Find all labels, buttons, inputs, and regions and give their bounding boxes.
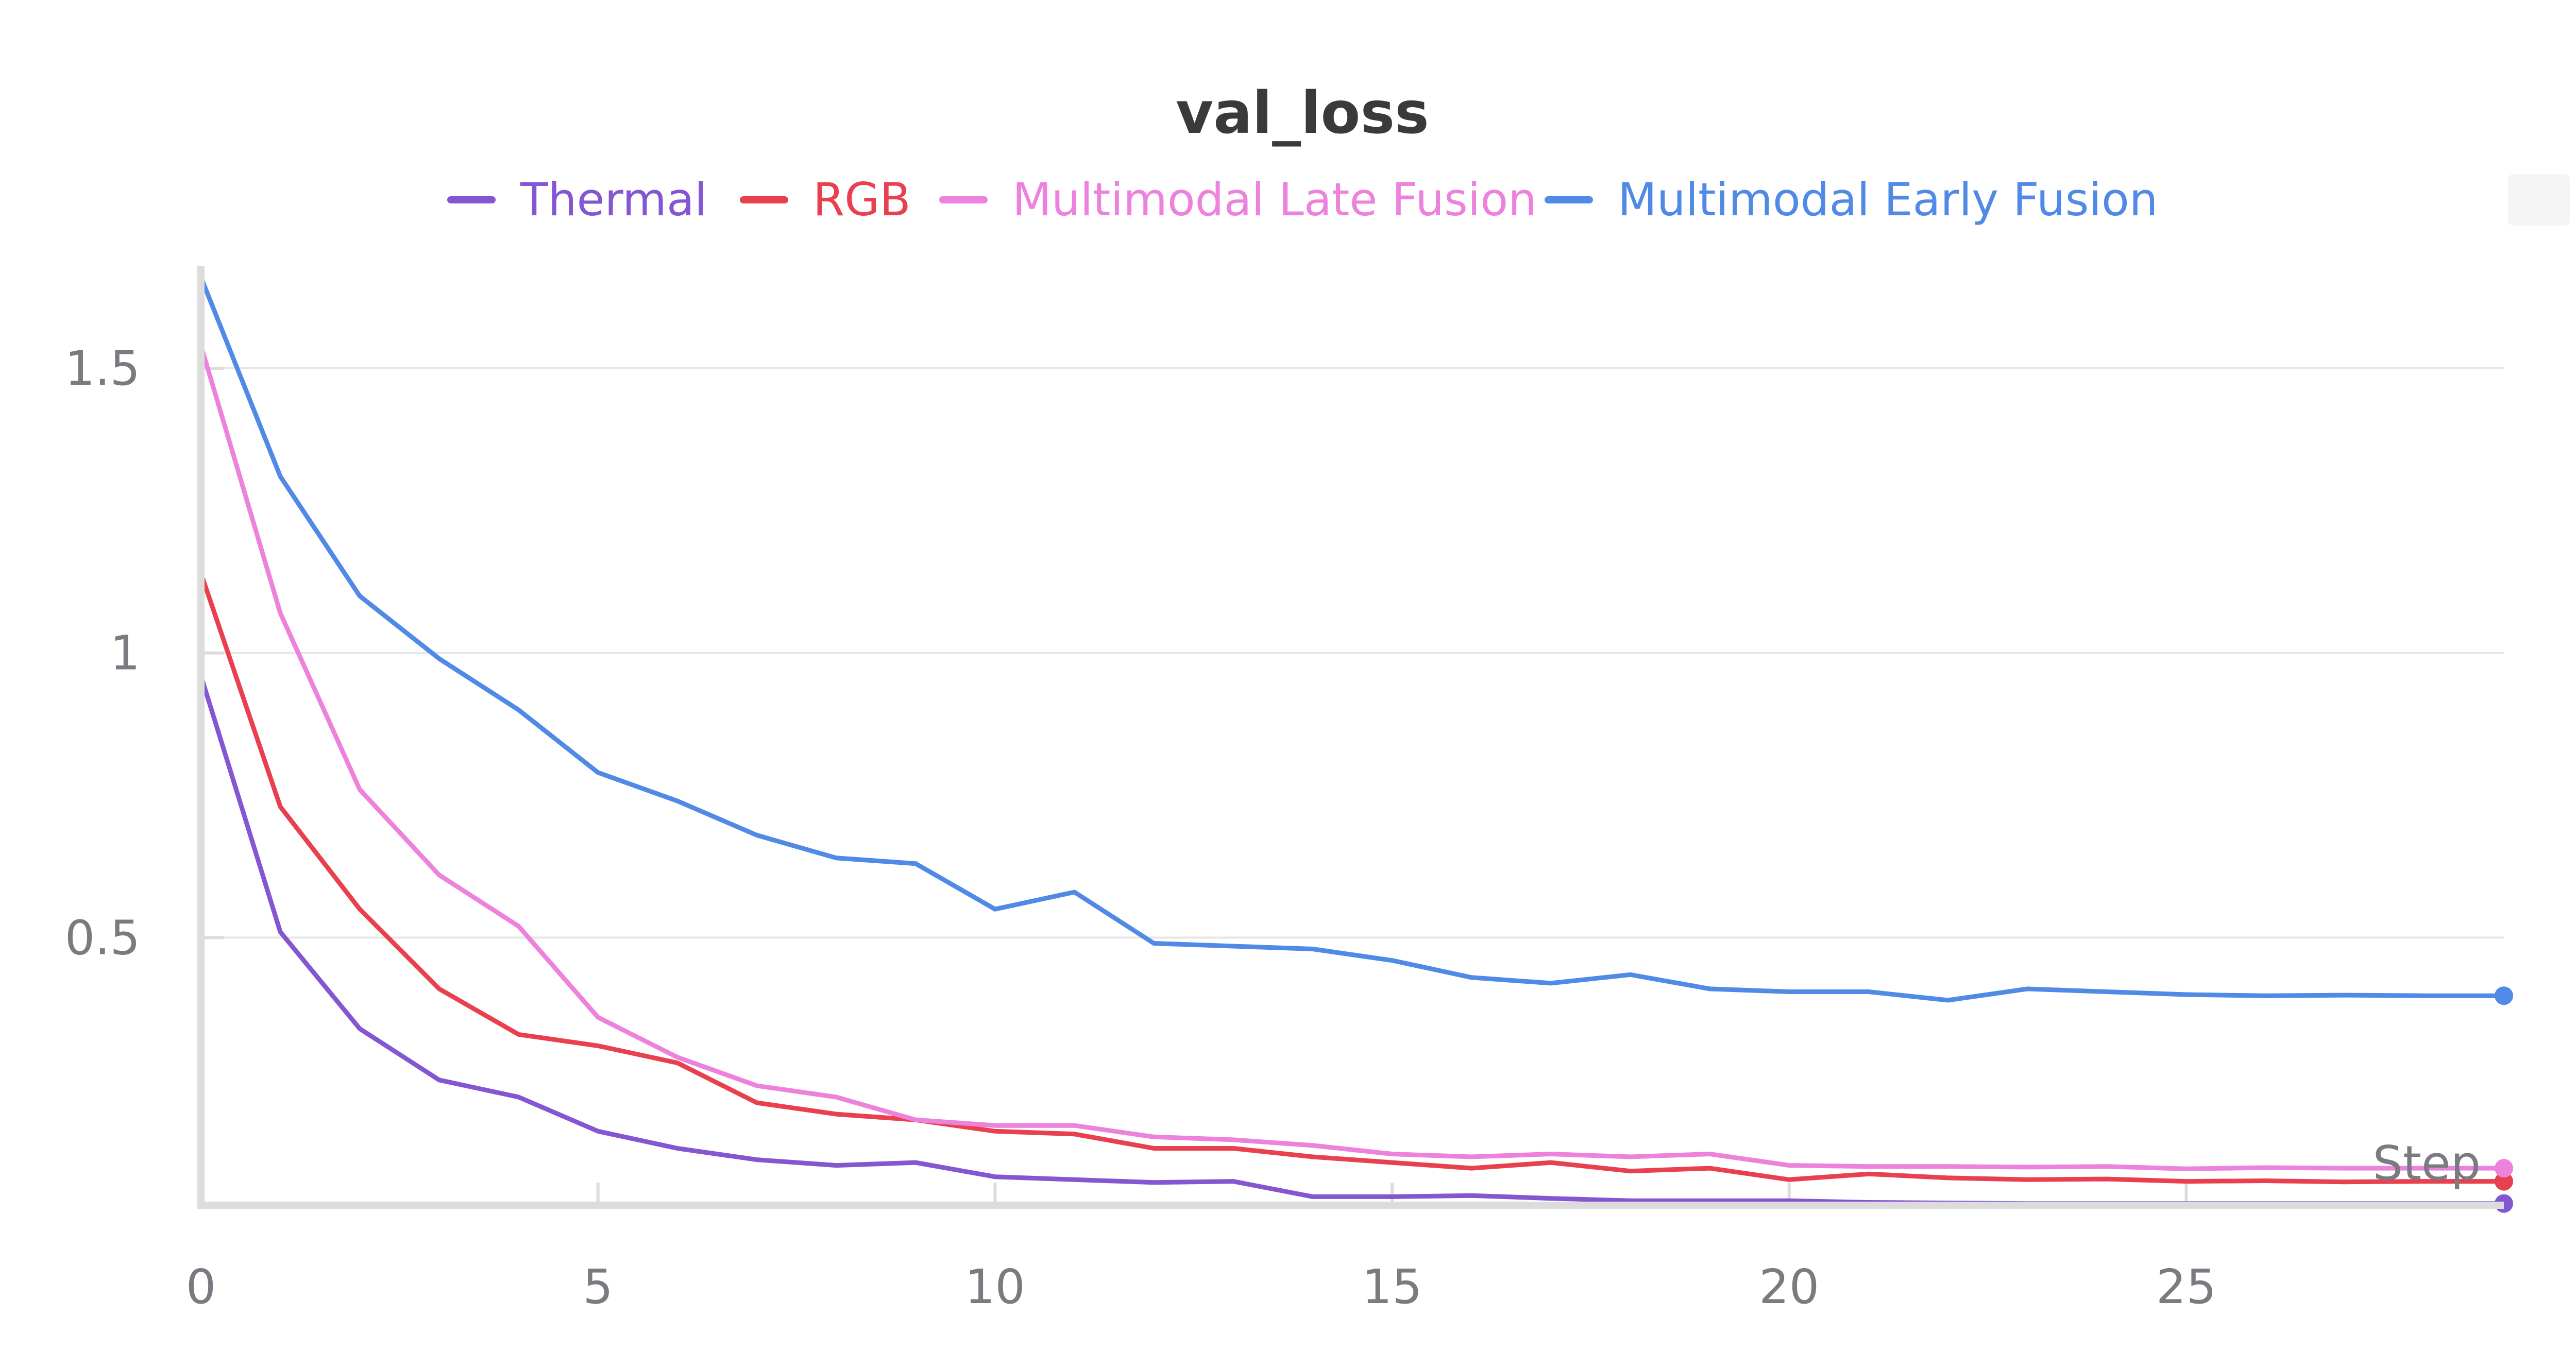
x-tick-label: 25	[2156, 1259, 2216, 1314]
x-axis-label: Step	[2373, 1136, 2481, 1191]
legend-label: Multimodal Late Fusion	[1012, 173, 1537, 226]
x-tick-label: 15	[1362, 1259, 1422, 1314]
panel-menu-button[interactable]	[2508, 174, 2570, 226]
y-tick-label: 1.5	[65, 341, 140, 396]
legend-item-multimodal-late-fusion[interactable]: Multimodal Late Fusion	[939, 173, 1537, 226]
legend-label: RGB	[813, 173, 911, 226]
legend-item-rgb[interactable]: RGB	[740, 173, 911, 226]
x-tick-label: 20	[1759, 1259, 1819, 1314]
x-tick-label: 0	[186, 1259, 216, 1314]
series-line-multimodal-late-fusion	[198, 343, 2506, 1171]
x-axis-ticks: 0 5 10 15 20 25	[186, 1183, 2216, 1314]
series-line-thermal	[198, 673, 2506, 1206]
legend-label: Multimodal Early Fusion	[1618, 173, 2158, 226]
chart-title: val_loss	[1176, 80, 1429, 147]
legend: Thermal RGB Multimodal Late Fusion Multimod…	[447, 173, 2158, 226]
series-end-point-rgb	[2495, 1172, 2513, 1191]
grid-lines	[201, 367, 2504, 939]
series-end-point-multimodal-late-fusion	[2495, 1159, 2513, 1178]
series-line-rgb	[198, 571, 2506, 1185]
series-line-multimodal-early-fusion	[198, 275, 2506, 1003]
y-tick-label: 0.5	[65, 910, 140, 965]
legend-item-thermal[interactable]: Thermal	[447, 173, 707, 226]
y-tick-label: 1	[110, 626, 140, 681]
series-group	[198, 275, 2513, 1213]
legend-label: Thermal	[520, 173, 707, 226]
x-tick-label: 10	[965, 1259, 1025, 1314]
series-end-point-multimodal-early-fusion	[2495, 986, 2513, 1005]
legend-item-multimodal-early-fusion[interactable]: Multimodal Early Fusion	[1545, 173, 2158, 226]
x-tick-label: 5	[583, 1259, 613, 1314]
